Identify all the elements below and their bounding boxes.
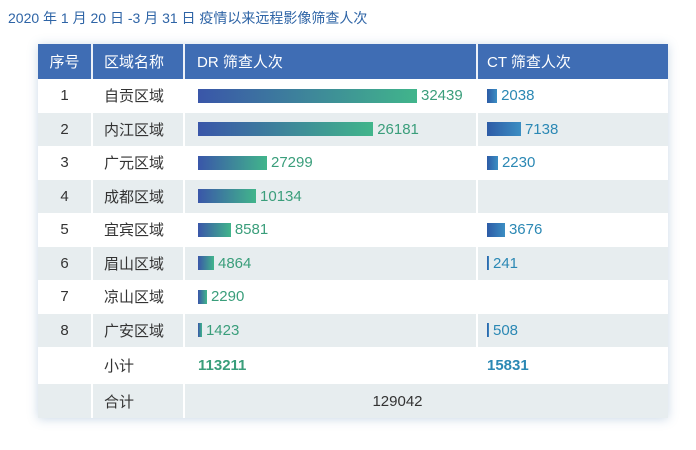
ct-value: 241 xyxy=(493,254,519,272)
dr-cell: 26181 xyxy=(185,112,478,146)
ct-bar xyxy=(487,88,498,103)
ct-cell: 7138 xyxy=(478,113,668,147)
header-index: 序号 xyxy=(38,44,93,79)
row-index: 1 xyxy=(38,79,93,113)
subtotal-ct-cell: 15831 xyxy=(478,347,668,384)
ct-cell: 2038 xyxy=(478,79,668,113)
region-name: 宜宾区域 xyxy=(93,213,185,247)
ct-cell: 508 xyxy=(478,314,668,348)
header-region: 区域名称 xyxy=(93,44,185,79)
dr-cell: 10134 xyxy=(185,179,478,213)
dr-bar xyxy=(198,222,231,237)
table-header-row: 序号 区域名称 DR 筛查人次 CT 筛查人次 xyxy=(38,44,668,79)
row-index: 2 xyxy=(38,112,93,146)
dr-cell: 4864 xyxy=(185,246,478,280)
ct-value: 7138 xyxy=(524,120,559,138)
dr-bar xyxy=(198,289,207,304)
ct-bar xyxy=(487,122,521,137)
total-label: 合计 xyxy=(93,384,185,418)
subtotal-index-cell xyxy=(38,347,93,384)
region-name: 凉山区域 xyxy=(93,280,185,314)
dr-cell: 8581 xyxy=(185,213,478,247)
dr-bar xyxy=(198,122,374,137)
dr-cell: 32439 xyxy=(185,79,478,113)
dr-bar xyxy=(198,323,202,338)
ct-bar xyxy=(487,155,498,170)
dr-value: 1423 xyxy=(205,321,240,339)
ct-value: 508 xyxy=(493,321,519,339)
dr-cell: 27299 xyxy=(185,146,478,180)
dr-value: 27299 xyxy=(270,154,313,172)
region-name: 成都区域 xyxy=(93,179,185,213)
table-row: 4 成都区域 10134 xyxy=(38,179,668,214)
ct-cell: 2230 xyxy=(478,146,668,180)
header-ct: CT 筛查人次 xyxy=(487,54,571,71)
dr-value: 2290 xyxy=(210,288,245,306)
row-index: 6 xyxy=(38,246,93,280)
subtotal-label: 小计 xyxy=(93,347,185,384)
region-name: 自贡区域 xyxy=(93,79,185,113)
dr-value: 10134 xyxy=(260,187,302,205)
region-name: 广安区域 xyxy=(93,313,185,347)
ct-bar xyxy=(487,256,489,271)
ct-value: 2230 xyxy=(501,154,536,172)
ct-bar xyxy=(487,323,489,338)
ct-cell: 3676 xyxy=(478,213,668,247)
dr-bar xyxy=(198,189,257,204)
screening-table: 序号 区域名称 DR 筛查人次 CT 筛查人次 1 自贡区域 32439 203… xyxy=(38,44,668,418)
table-row: 5 宜宾区域 8581 3676 xyxy=(38,213,668,247)
table-row: 6 眉山区域 4864 241 xyxy=(38,246,668,281)
header-dr: DR 筛查人次 xyxy=(185,44,478,79)
ct-cell xyxy=(478,280,668,314)
ct-value: 3676 xyxy=(508,221,543,239)
dr-value: 32439 xyxy=(421,87,463,105)
table-row: 3 广元区域 27299 2230 xyxy=(38,146,668,180)
chart-title: 2020 年 1 月 20 日 -3 月 31 日 疫情以来远程影像筛查人次 xyxy=(8,10,368,26)
dr-bar xyxy=(198,256,214,271)
dr-cell: 1423 xyxy=(185,313,478,347)
row-index: 5 xyxy=(38,213,93,247)
subtotal-dr-value: 113211 xyxy=(198,357,247,374)
row-index: 4 xyxy=(38,179,93,213)
subtotal-ct-value: 15831 xyxy=(487,357,529,374)
region-name: 眉山区域 xyxy=(93,246,185,280)
region-name: 内江区域 xyxy=(93,112,185,146)
table-row: 8 广安区域 1423 508 xyxy=(38,313,668,348)
region-name: 广元区域 xyxy=(93,146,185,180)
total-value: 129042 xyxy=(372,392,423,410)
table-row: 2 内江区域 26181 7138 xyxy=(38,112,668,147)
row-index: 3 xyxy=(38,146,93,180)
dr-value: 26181 xyxy=(377,120,419,138)
total-index-cell xyxy=(38,384,93,418)
table-row: 1 自贡区域 32439 2038 xyxy=(38,79,668,113)
dr-bar xyxy=(198,155,267,170)
table-row: 7 凉山区域 2290 xyxy=(38,280,668,314)
total-row: 合计 129042 xyxy=(38,384,668,418)
ct-cell xyxy=(478,180,668,214)
ct-bar xyxy=(487,222,505,237)
ct-cell: 241 xyxy=(478,247,668,281)
row-index: 8 xyxy=(38,313,93,347)
subtotal-row: 小计 113211 15831 xyxy=(38,347,668,384)
dr-value: 4864 xyxy=(217,254,252,272)
dr-cell: 2290 xyxy=(185,280,478,314)
ct-value: 2038 xyxy=(501,87,535,105)
row-index: 7 xyxy=(38,280,93,314)
dr-bar xyxy=(198,88,417,103)
subtotal-dr-cell: 113211 xyxy=(185,347,478,384)
dr-value: 8581 xyxy=(234,221,269,239)
